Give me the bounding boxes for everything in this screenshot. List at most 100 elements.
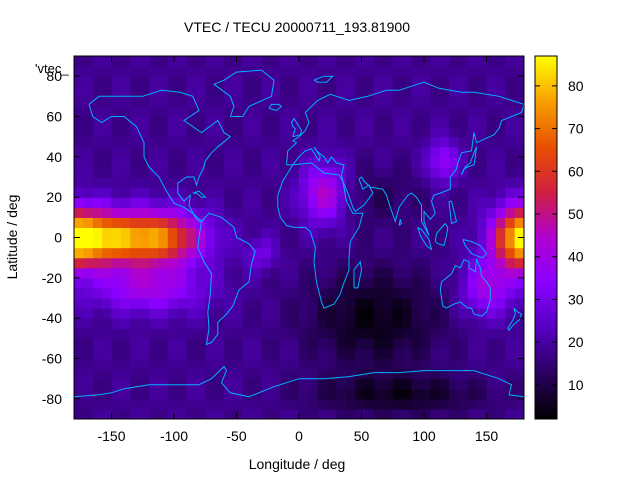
heatmap-cell: [242, 308, 253, 319]
heatmap-cell: [336, 388, 347, 400]
heatmap-cell: [486, 187, 497, 198]
heatmap-cell: [214, 287, 225, 299]
heatmap-cell: [467, 308, 478, 319]
heatmap-cell: [374, 166, 384, 178]
heatmap-cell: [120, 348, 131, 360]
heatmap-cell: [486, 368, 497, 380]
heatmap-cell: [430, 187, 441, 198]
heatmap-cell: [205, 237, 216, 249]
heatmap-cell: [374, 308, 384, 319]
heatmap-cell: [83, 166, 94, 178]
heatmap-cell: [458, 338, 469, 350]
heatmap-cell: [83, 106, 94, 118]
heatmap-cell: [299, 106, 309, 118]
heatmap-cell: [205, 66, 216, 77]
heatmap-cell: [317, 267, 328, 279]
heatmap-cell: [317, 207, 328, 218]
heatmap-cell: [92, 308, 103, 319]
heatmap-cell: [345, 308, 356, 319]
heatmap-cell: [149, 298, 159, 309]
heatmap-cell: [177, 257, 188, 269]
heatmap-cell: [177, 378, 188, 390]
heatmap-cell: [514, 247, 524, 259]
heatmap-cell: [505, 66, 516, 77]
heatmap-cell: [83, 136, 94, 148]
heatmap-cell: [74, 96, 84, 108]
heatmap-cell: [111, 378, 122, 390]
heatmap-cell: [402, 267, 413, 279]
heatmap-cell: [327, 328, 338, 339]
heatmap-cell: [83, 408, 94, 419]
heatmap-cell: [364, 86, 375, 97]
heatmap-cell: [477, 187, 488, 198]
heatmap-cell: [139, 358, 150, 370]
heatmap-cell: [327, 207, 338, 218]
heatmap-cell: [402, 298, 413, 309]
heatmap-cell: [299, 328, 309, 339]
heatmap-cell: [486, 197, 497, 208]
heatmap-cell: [345, 388, 356, 400]
heatmap-cell: [120, 277, 131, 289]
heatmap-cell: [458, 166, 469, 178]
heatmap-cell: [439, 126, 450, 138]
heatmap-cell: [486, 76, 497, 87]
heatmap-cell: [139, 217, 150, 229]
heatmap-cell: [308, 388, 319, 400]
heatmap-cell: [158, 318, 169, 329]
heatmap-cell: [467, 76, 478, 87]
heatmap-cell: [83, 56, 94, 67]
heatmap-cell: [514, 227, 524, 239]
heatmap-cell: [355, 298, 366, 309]
heatmap-cell: [167, 398, 178, 410]
heatmap-cell: [289, 207, 300, 218]
heatmap-cell: [270, 66, 281, 77]
heatmap-cell: [205, 298, 216, 309]
heatmap-cell: [261, 247, 272, 259]
heatmap-cell: [336, 66, 347, 77]
heatmap-cell: [420, 96, 431, 108]
heatmap-cell: [514, 126, 524, 138]
heatmap-cell: [186, 368, 197, 380]
heatmap-cell: [214, 106, 225, 118]
heatmap-cell: [139, 136, 150, 148]
heatmap-cell: [299, 207, 309, 218]
coastline-north-america: [88, 89, 232, 222]
heatmap-cell: [224, 207, 234, 218]
coastline-cuba: [192, 190, 207, 198]
heatmap-cell: [92, 187, 103, 198]
heatmap-cell: [420, 187, 431, 198]
heatmap-cell: [402, 287, 413, 299]
heatmap-cell: [195, 298, 206, 309]
heatmap-cell: [224, 86, 234, 97]
heatmap-cell: [392, 197, 403, 208]
heatmap-cell: [477, 96, 488, 108]
heatmap-cell: [374, 96, 384, 108]
heatmap-cell: [270, 348, 281, 360]
heatmap-cell: [402, 277, 413, 289]
heatmap-cell: [336, 408, 347, 419]
heatmap-cell: [308, 378, 319, 390]
heatmap-cell: [327, 257, 338, 269]
heatmap-cell: [364, 368, 375, 380]
heatmap-cell: [383, 86, 394, 97]
heatmap-cell: [270, 358, 281, 370]
heatmap-cell: [149, 388, 159, 400]
heatmap-cell: [411, 197, 422, 208]
heatmap-cell: [364, 348, 375, 360]
heatmap-cell: [299, 368, 309, 380]
heatmap-cell: [495, 227, 506, 239]
heatmap-cell: [149, 146, 159, 158]
heatmap-cell: [83, 348, 94, 360]
heatmap-cell: [261, 146, 272, 158]
heatmap-cell: [449, 348, 459, 360]
heatmap-cell: [402, 126, 413, 138]
heatmap-cell: [392, 318, 403, 329]
heatmap-cell: [130, 207, 141, 218]
heatmap-cell: [252, 217, 263, 229]
heatmap-cell: [383, 126, 394, 138]
heatmap-cell: [111, 197, 122, 208]
heatmap-cell: [486, 247, 497, 259]
heatmap-cell: [92, 237, 103, 249]
heatmap-cell: [205, 328, 216, 339]
heatmap-cell: [130, 257, 141, 269]
